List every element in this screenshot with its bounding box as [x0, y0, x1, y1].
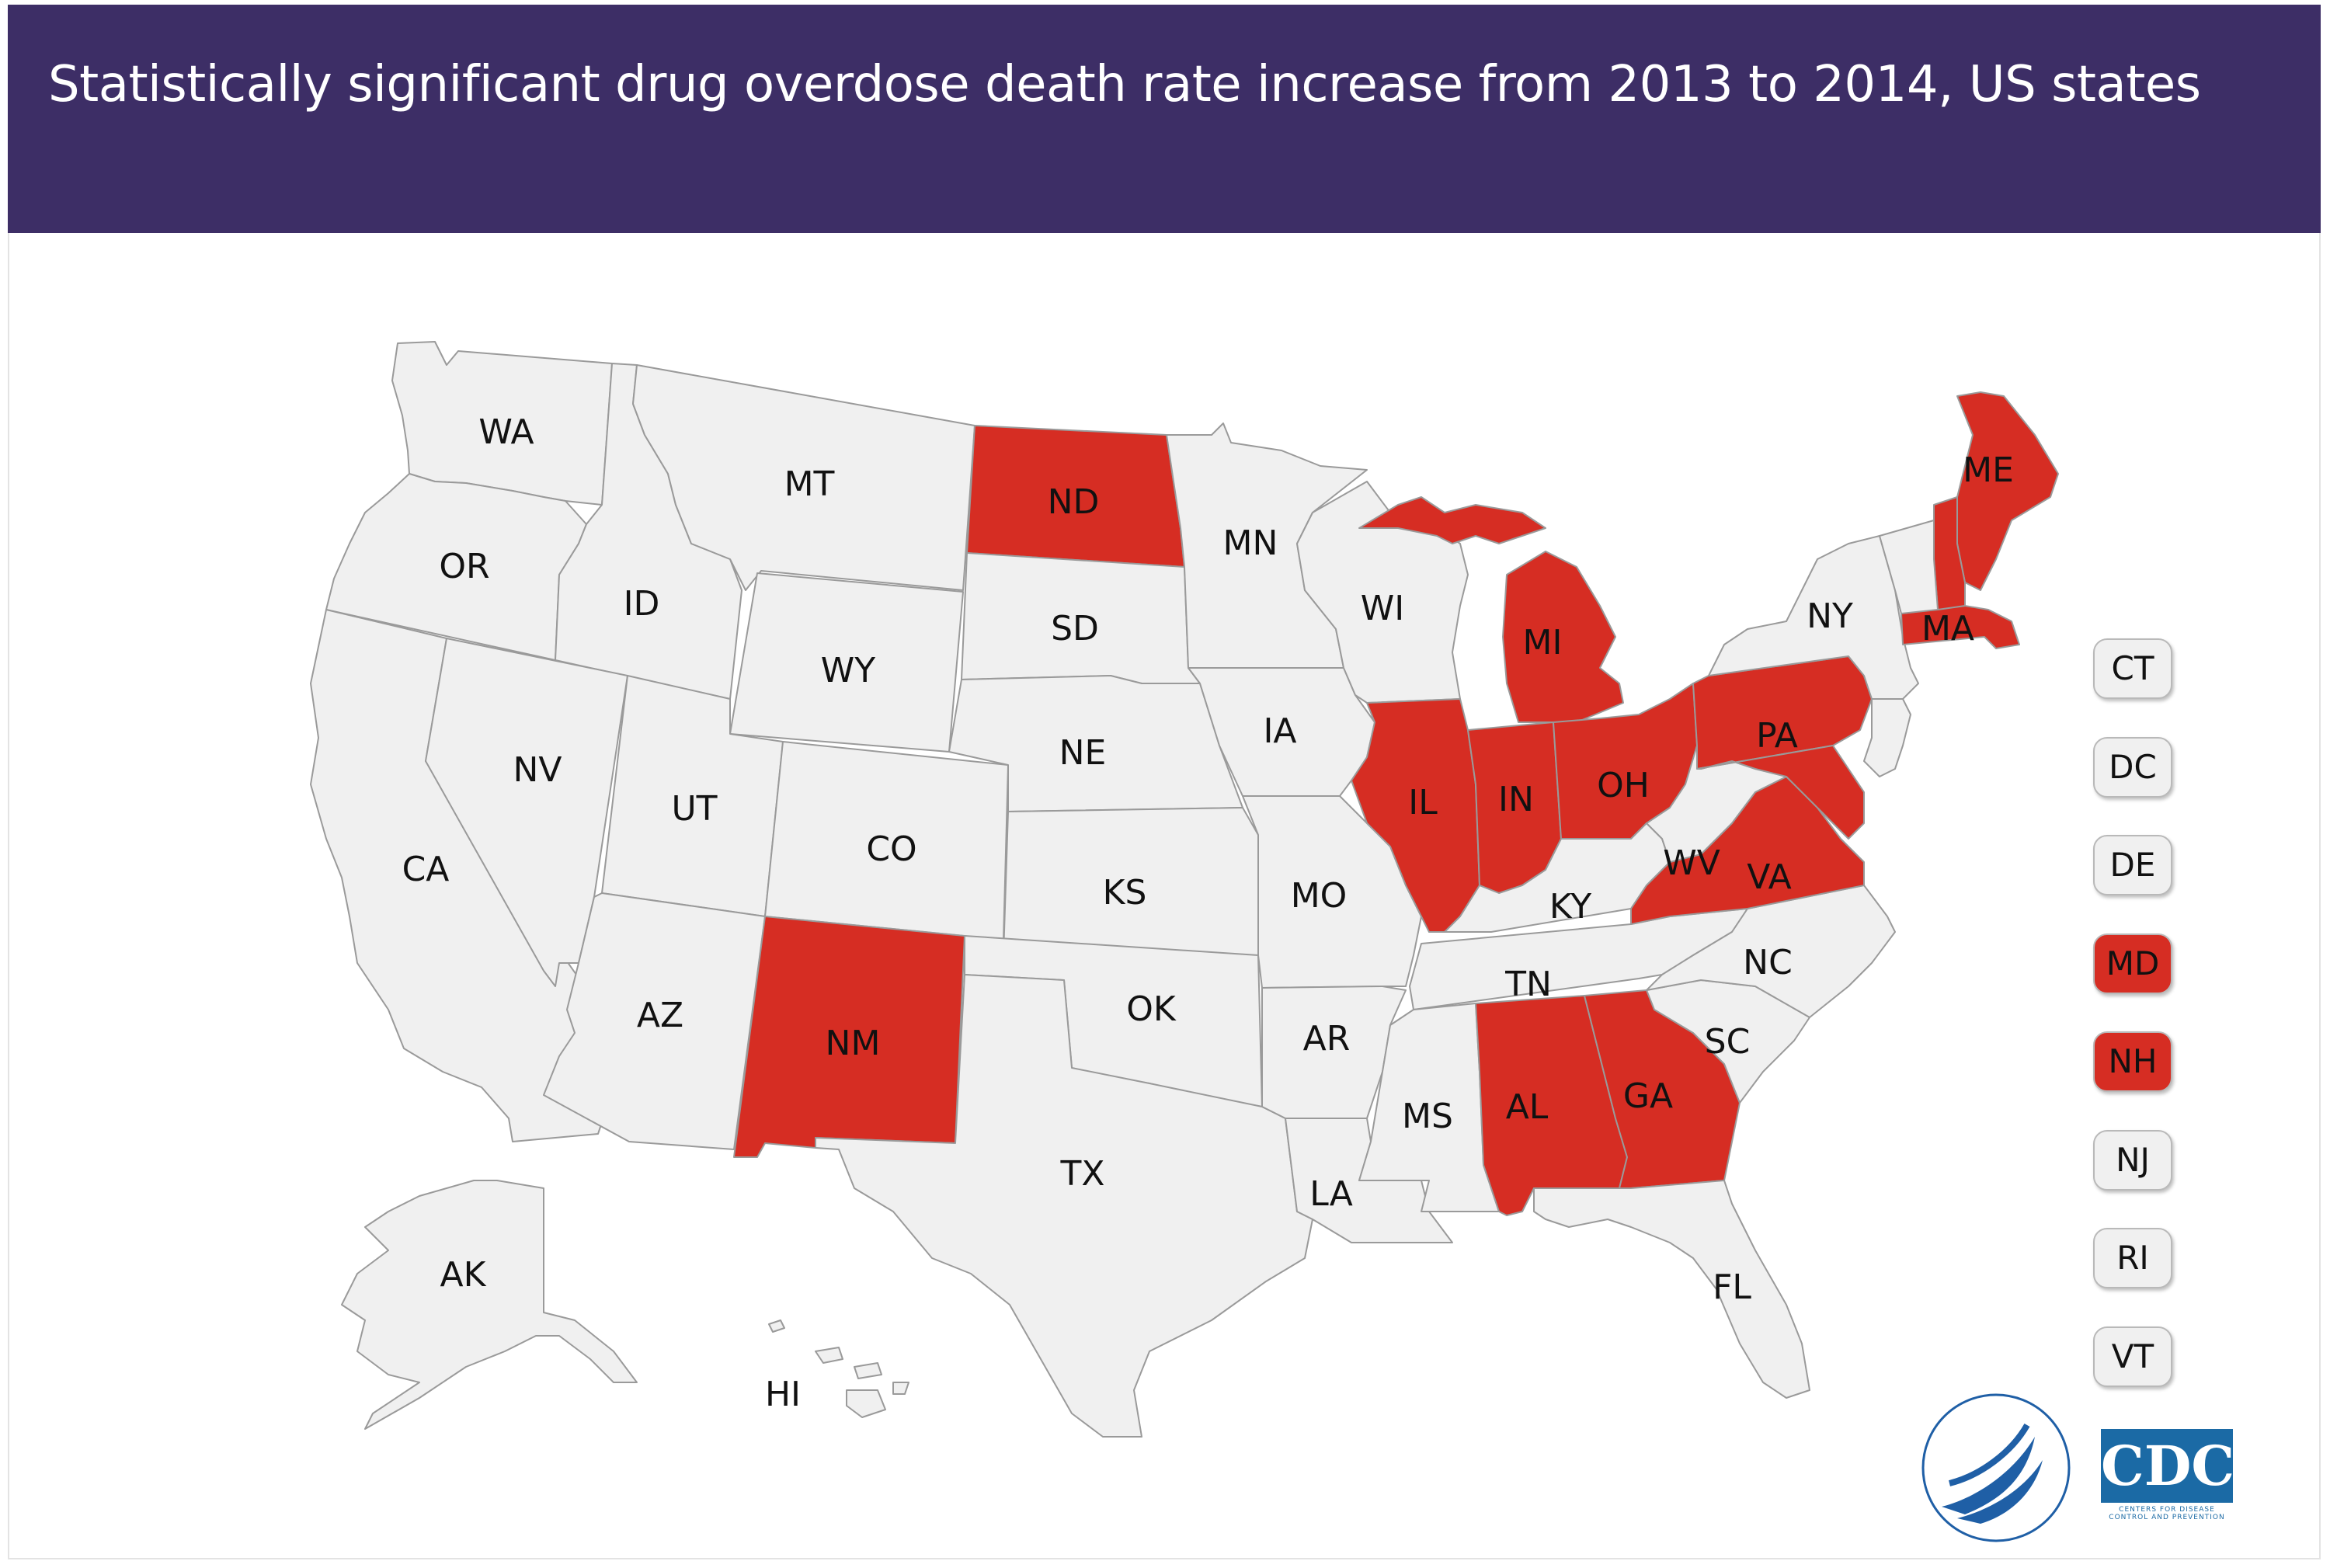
state-label-mo: MO [1291, 876, 1348, 916]
state-label-co: CO [866, 829, 916, 869]
state-label-mi: MI [1523, 623, 1563, 662]
state-label-tn: TN [1504, 965, 1552, 1004]
tile-nj[interactable]: NJ [2093, 1129, 2172, 1191]
state-ma[interactable] [1901, 605, 2020, 649]
tile-md[interactable]: MD [2093, 933, 2172, 994]
state-label-tx: TX [1059, 1154, 1104, 1194]
state-label-ga: GA [1623, 1076, 1673, 1116]
state-label-nc: NC [1743, 943, 1793, 982]
state-label-la: LA [1309, 1174, 1353, 1214]
state-label-ms: MS [1402, 1097, 1453, 1136]
state-label-wy: WY [821, 651, 876, 690]
state-label-ky: KY [1549, 887, 1591, 927]
state-label-mn: MN [1223, 523, 1278, 563]
state-label-wv: WV [1663, 843, 1720, 883]
title-banner: Statistically significant drug overdose … [8, 5, 2321, 233]
state-fl[interactable] [1533, 1180, 1810, 1399]
state-label-az: AZ [637, 996, 683, 1035]
state-label-me: ME [1963, 450, 2014, 490]
state-ar[interactable] [1261, 986, 1407, 1119]
state-label-sc: SC [1705, 1022, 1751, 1062]
state-label-va: VA [1747, 857, 1791, 897]
state-nc[interactable] [1646, 885, 1896, 1018]
state-label-nd: ND [1048, 482, 1100, 522]
state-nj[interactable] [1863, 698, 1911, 777]
state-label-or: OR [439, 547, 489, 586]
state-label-wa: WA [478, 412, 534, 452]
state-label-il: IL [1408, 783, 1438, 822]
state-label-ma: MA [1921, 609, 1974, 648]
state-label-id: ID [624, 584, 660, 624]
state-label-ak: AK [440, 1255, 487, 1295]
state-label-ut: UT [671, 789, 717, 829]
state-vt[interactable] [1879, 520, 1939, 614]
state-label-ny: NY [1807, 596, 1853, 636]
state-label-sd: SD [1051, 609, 1099, 648]
state-md[interactable] [1696, 745, 1865, 840]
state-label-ne: NE [1059, 733, 1107, 773]
state-ne[interactable] [948, 675, 1243, 812]
hhs-logo [1918, 1390, 2074, 1545]
state-nv[interactable] [425, 638, 628, 987]
state-hi[interactable] [768, 1319, 909, 1418]
state-mt[interactable] [632, 364, 975, 591]
state-label-nm: NM [826, 1024, 881, 1063]
state-label-al: AL [1506, 1087, 1549, 1127]
state-label-ca: CA [402, 850, 450, 889]
state-label-pa: PA [1756, 716, 1798, 756]
state-label-wi: WI [1361, 589, 1404, 628]
state-mi[interactable] [1358, 496, 1624, 723]
tile-nh[interactable]: NH [2093, 1031, 2172, 1092]
state-ak[interactable] [341, 1180, 638, 1430]
state-label-mt: MT [784, 464, 835, 504]
state-label-ia: IA [1263, 711, 1296, 751]
state-label-hi: HI [765, 1375, 801, 1414]
state-label-in: IN [1498, 780, 1534, 819]
cdc-logo: CDC CENTERS FOR DISEASE CONTROL AND PREV… [2101, 1429, 2234, 1530]
state-label-ks: KS [1103, 873, 1147, 913]
tile-ri[interactable]: RI [2093, 1228, 2172, 1288]
state-label-nv: NV [513, 750, 562, 790]
state-label-fl: FL [1713, 1267, 1751, 1307]
tile-dc[interactable]: DC [2093, 736, 2172, 798]
tile-vt[interactable]: VT [2093, 1326, 2172, 1387]
state-label-ar: AR [1303, 1019, 1351, 1059]
state-me[interactable] [1956, 391, 2059, 591]
state-label-ok: OK [1126, 989, 1177, 1029]
tile-ct[interactable]: CT [2093, 638, 2172, 699]
tile-de[interactable]: DE [2093, 835, 2172, 895]
map-title: Statistically significant drug overdose … [48, 56, 2201, 113]
state-label-oh: OH [1597, 766, 1650, 805]
